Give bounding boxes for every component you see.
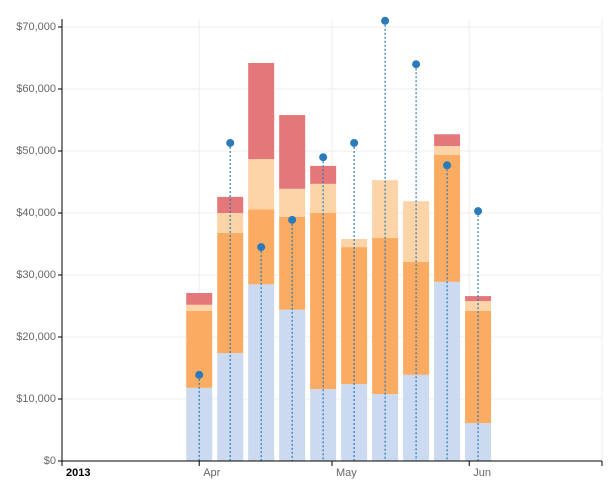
y-tick-label: $10,000 [16, 393, 56, 405]
y-tick-label: $60,000 [16, 83, 56, 95]
bar-segment [186, 304, 213, 311]
bar-segment [434, 146, 461, 155]
y-tick-label: $20,000 [16, 331, 56, 343]
bar-segment [372, 394, 399, 461]
bar-segment [434, 134, 461, 147]
bar-segment [403, 201, 430, 262]
x-tick-label: Jun [473, 467, 491, 479]
bar-segment [217, 213, 244, 233]
point [350, 138, 359, 147]
point [381, 16, 390, 25]
point [474, 207, 483, 216]
bar-segment [248, 159, 275, 210]
y-tick-label: $40,000 [16, 207, 56, 219]
point [195, 370, 204, 379]
x-tick-label: May [336, 467, 357, 479]
bar-segment [310, 389, 337, 461]
x-tick-label: Apr [203, 467, 220, 479]
bar-segment [465, 301, 492, 311]
y-tick-label: $30,000 [16, 269, 56, 281]
bar-segment [248, 62, 275, 160]
bar-segment [279, 115, 306, 189]
bar-segment [372, 237, 399, 395]
y-tick-label: $50,000 [16, 145, 56, 157]
point [288, 215, 297, 224]
point [226, 138, 235, 147]
bar-segment [465, 423, 492, 461]
point [412, 60, 421, 69]
point [319, 153, 328, 162]
bar-segment [279, 188, 306, 217]
bar-segment [465, 296, 492, 302]
bar-segment [279, 216, 306, 310]
point [257, 243, 266, 252]
point [443, 161, 452, 170]
y-tick-label: $70,000 [16, 21, 56, 33]
y-tick-label: $0 [44, 455, 56, 467]
bar-segment [186, 292, 213, 305]
x-tick-label: 2013 [66, 467, 90, 479]
